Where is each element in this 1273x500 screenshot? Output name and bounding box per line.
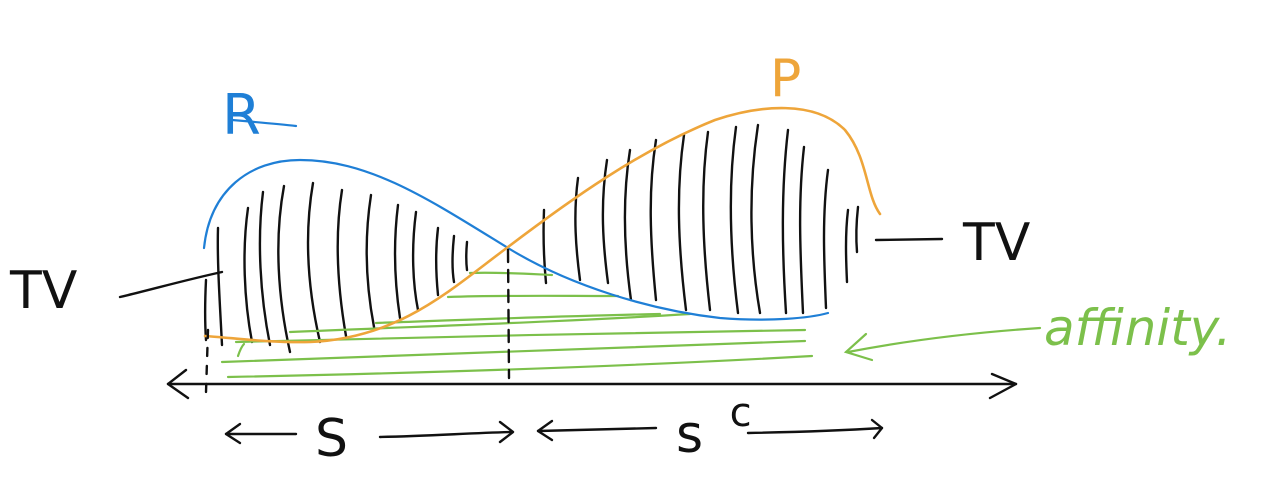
tv-right-pointer [874, 237, 944, 242]
s-label: S [315, 409, 348, 469]
s-complement-label: s c [676, 390, 752, 465]
p-curve [203, 106, 882, 344]
s-boundary-dashed [506, 248, 511, 380]
p-label: P [770, 49, 801, 109]
s-complement-range-arrows [536, 418, 884, 442]
s-range-arrows [224, 420, 515, 445]
affinity-label: affinity. [1044, 299, 1231, 357]
r-label-stroke [230, 118, 298, 128]
r-label: R [222, 83, 261, 148]
tv-left-pointer [118, 270, 224, 299]
s-complement-base: s [676, 405, 703, 465]
horizontal-axis [166, 368, 1018, 400]
tv-right-label: TV [962, 213, 1031, 273]
affinity-arrow [843, 326, 1042, 362]
s-complement-superscript: c [730, 390, 752, 436]
tv-hatch-left [204, 181, 469, 354]
affinity-coupling-lines [220, 271, 814, 379]
tv-hatch-right [542, 123, 860, 315]
tv-left-label: TV [9, 261, 78, 321]
